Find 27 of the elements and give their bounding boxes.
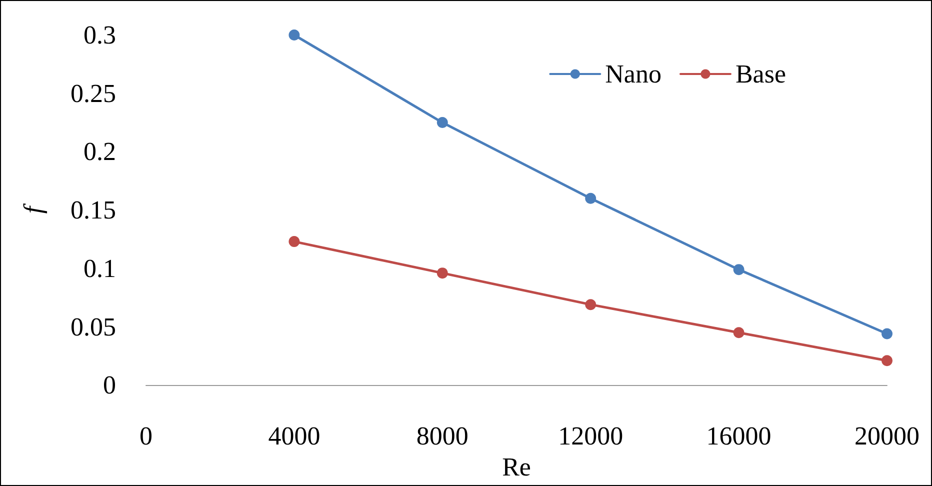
y-tick-label: 0.15: [70, 196, 116, 225]
legend-label: Nano: [605, 60, 662, 88]
legend-label: Base: [735, 60, 786, 88]
point: [733, 264, 744, 276]
x-tick-label: 16000: [706, 422, 772, 451]
point: [882, 355, 892, 366]
point: [585, 299, 596, 310]
y-tick-label: 0.05: [70, 312, 116, 342]
x-axis-title: Re: [502, 452, 531, 482]
x-tick-label: 0: [140, 422, 152, 451]
y-axis-title: f: [18, 202, 48, 214]
x-tick-label: 8000: [416, 422, 468, 451]
point: [436, 117, 448, 128]
y-tick-label: 0: [103, 370, 116, 400]
x-tick-label: 4000: [268, 422, 320, 451]
point: [436, 268, 448, 279]
point: [733, 327, 744, 338]
x-tick-label: 12000: [558, 422, 624, 451]
point: [288, 236, 300, 248]
point: [288, 30, 300, 40]
y-tick-label: 0.2: [84, 137, 116, 166]
point: [882, 328, 892, 340]
y-tick-label: 0.3: [84, 20, 116, 50]
x-tick-label: 20000: [854, 422, 920, 451]
y-tick-label: 0.1: [84, 254, 116, 283]
y-tick-label: 0.25: [70, 78, 116, 108]
point: [585, 192, 596, 204]
